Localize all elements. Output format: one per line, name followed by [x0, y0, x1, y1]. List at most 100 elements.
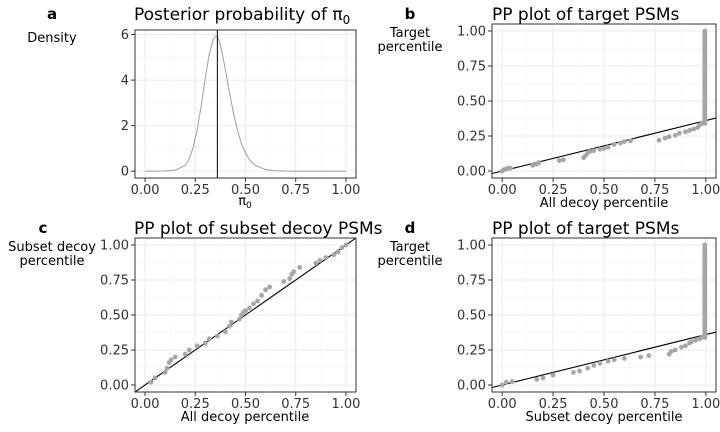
data-point — [331, 252, 337, 258]
y-tick-label: 1.00 — [457, 239, 486, 254]
data-point — [317, 258, 323, 263]
data-point — [585, 365, 591, 371]
data-point — [313, 260, 319, 266]
data-point — [323, 255, 329, 260]
y-tick-label: 0.25 — [457, 344, 486, 359]
data-point — [668, 349, 674, 354]
x-axis-label: All decoy percentile — [181, 410, 309, 425]
y-axis-label: percentile — [377, 40, 442, 55]
data-point — [628, 138, 633, 144]
x-tick-label: 0.25 — [539, 397, 568, 412]
x-tick-label: 0.25 — [539, 183, 568, 198]
y-tick-label: 4 — [121, 74, 129, 89]
y-tick-label: 1.00 — [457, 25, 486, 40]
data-point — [251, 301, 256, 307]
data-point — [534, 377, 540, 382]
data-point — [530, 163, 536, 168]
chart-title: Posterior probability of π0 — [134, 5, 350, 27]
data-point — [597, 360, 603, 366]
panel-c: 0.00 0.25 0.50 0.75 1.00 0.00 0.25 0.50 0.75 1.00… — [8, 219, 383, 425]
data-point — [666, 134, 672, 140]
data-point — [255, 298, 260, 304]
data-point — [540, 375, 546, 381]
x-axis-label-text: All decoy percentile — [540, 196, 668, 211]
data-point — [267, 284, 273, 290]
plot-area — [492, 242, 716, 389]
data-point — [499, 382, 505, 388]
x-tick-label: 0.00 — [488, 397, 517, 412]
y-axis-label: Target — [389, 26, 430, 41]
data-point — [223, 329, 228, 335]
y-tick-label: 0.75 — [457, 60, 486, 75]
data-point — [507, 165, 513, 171]
panel-letter: c — [39, 219, 48, 237]
y-tick-label: 0.25 — [457, 130, 486, 145]
x-tick-label: 0.00 — [131, 397, 160, 412]
y-tick-label: 0.00 — [100, 379, 129, 394]
y-tick-label: 2 — [121, 119, 129, 134]
plot-area — [492, 28, 716, 175]
reference-line — [135, 238, 356, 392]
data-point — [247, 305, 252, 311]
data-point — [678, 344, 684, 350]
data-point — [343, 242, 349, 248]
data-point — [291, 269, 297, 274]
data-point — [611, 357, 617, 363]
x-tick-label: 0.25 — [181, 183, 210, 198]
data-point — [339, 245, 345, 251]
reference-line — [492, 331, 716, 389]
y-tick-label: 0.75 — [457, 274, 486, 289]
data-point — [597, 146, 603, 152]
x-tick-label: 0.75 — [281, 397, 310, 412]
plot-area — [135, 238, 356, 392]
data-point — [229, 319, 234, 325]
panel-b: 0.00 0.25 0.50 0.75 1.00 0.00 0.25 0.50 0.75 1.00… — [377, 5, 720, 211]
data-point — [202, 340, 208, 346]
data-point — [699, 121, 705, 126]
data-point — [560, 157, 566, 163]
data-point — [591, 363, 597, 368]
data-point — [621, 356, 627, 361]
gridlines — [135, 238, 356, 392]
chart-title-text: PP plot of target PSMs — [492, 5, 679, 25]
data-point — [164, 365, 170, 371]
data-point — [550, 372, 556, 378]
data-point — [287, 276, 293, 281]
y-tick-label: 0.75 — [100, 274, 129, 289]
y-axis-label: Density — [27, 31, 77, 46]
data-point — [571, 370, 576, 375]
data-point — [243, 308, 248, 314]
data-point-stack — [702, 28, 708, 34]
panel-a: 0.00 0.25 0.50 0.75 1.00 0 2 4 6 a Posterior proba… — [27, 5, 360, 211]
x-tick-label: 0.25 — [181, 397, 210, 412]
y-tick-label: 0 — [121, 165, 129, 180]
y-tick-label: 0.50 — [457, 95, 486, 110]
chart-title: PP plot of target PSMs — [492, 219, 679, 239]
y-axis-label: Target — [389, 240, 430, 255]
data-point — [214, 333, 220, 339]
x-axis-label-text: π — [238, 194, 246, 209]
data-point — [676, 130, 682, 136]
gridlines — [492, 24, 716, 178]
data-point — [206, 336, 212, 342]
data-point — [148, 379, 154, 385]
x-tick-label: 0.00 — [488, 183, 517, 198]
x-tick-label: 0.00 — [131, 183, 160, 198]
y-tick-label: 0.00 — [457, 379, 486, 394]
data-point — [601, 146, 607, 152]
data-point — [699, 335, 705, 340]
data-point — [182, 351, 188, 357]
y-tick-label: 0.50 — [457, 309, 486, 324]
chart-title: PP plot of target PSMs — [492, 5, 679, 25]
x-tick-label: 1.00 — [691, 397, 720, 412]
data-point — [672, 132, 678, 138]
data-point — [237, 316, 242, 322]
data-point — [683, 343, 688, 349]
data-point — [536, 160, 542, 166]
data-point — [689, 339, 694, 344]
y-axis-label: Subset decoy — [8, 240, 96, 255]
x-axis-label-text: All decoy percentile — [181, 410, 309, 425]
data-point — [587, 149, 593, 154]
data-point — [227, 323, 232, 329]
data-point — [556, 158, 562, 163]
